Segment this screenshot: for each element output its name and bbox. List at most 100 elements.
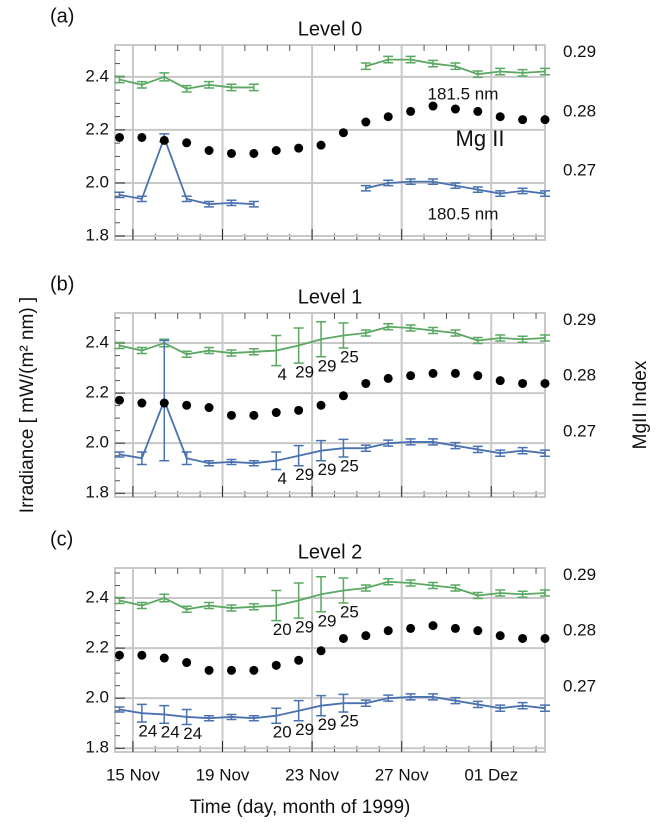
error-bar [136, 601, 147, 610]
point-label: 25 [340, 603, 359, 622]
error-bar [338, 438, 349, 458]
x-tick-label: 01 Dez [464, 765, 518, 784]
mgii-point [338, 633, 348, 643]
error-bar [204, 346, 215, 355]
annotation: 181.5 nm [428, 84, 499, 103]
error-bar [517, 446, 528, 455]
series-line [119, 398, 546, 465]
error-bar [159, 593, 170, 603]
mgii-point [361, 631, 371, 641]
mgii-point [540, 633, 550, 643]
y-tick-label: 2.2 [85, 119, 109, 138]
panel-label: (b) [50, 273, 74, 295]
x-tick-label: 23 Nov [285, 765, 339, 784]
error-bar [226, 349, 237, 357]
error-bar [405, 55, 416, 64]
mgii-point [540, 115, 550, 125]
mgii-point [473, 626, 483, 636]
error-bar [540, 334, 550, 342]
point-label: 25 [340, 711, 359, 730]
error-bar [495, 449, 506, 457]
mgii-point [137, 398, 147, 408]
point-label: 29 [295, 465, 314, 484]
point-label: 29 [295, 363, 314, 382]
error-bar [428, 438, 439, 446]
error-bar [136, 703, 147, 723]
error-bar [136, 451, 147, 466]
y2-tick-label: 0.27 [563, 161, 596, 180]
error-bar [114, 706, 125, 713]
y2-tick-label: 0.27 [563, 422, 596, 441]
error-bar [293, 444, 304, 467]
mgii-point [383, 626, 393, 636]
annotation: Mg II [456, 126, 505, 151]
plot-frame [114, 567, 546, 753]
error-bar [540, 190, 550, 197]
error-bar [517, 590, 528, 599]
error-bar [114, 596, 125, 605]
error-bar [204, 601, 215, 610]
error-bar [495, 589, 506, 597]
plot-frame [114, 44, 546, 241]
mgii-point [316, 646, 326, 656]
mgii-point [159, 135, 169, 145]
error-bar [159, 72, 170, 82]
mgii-point [182, 138, 192, 148]
y-tick-label: 1.8 [85, 226, 109, 245]
mgii-point [114, 650, 124, 660]
error-bar [472, 700, 483, 709]
error-bar [360, 329, 371, 337]
mgii-point [383, 373, 393, 383]
panel-label: (a) [50, 5, 74, 27]
error-bar [450, 62, 461, 71]
error-bar [472, 591, 483, 600]
mgii-point [450, 104, 460, 114]
point-label: 29 [295, 720, 314, 739]
mgii-point [518, 378, 528, 388]
mgii-point [406, 623, 416, 633]
mgii-point [204, 403, 214, 413]
mgii-point [159, 653, 169, 663]
error-bar [472, 186, 483, 193]
error-bar [226, 604, 237, 612]
error-bar [316, 694, 327, 717]
panel-title: Level 2 [298, 541, 363, 563]
error-bar [248, 603, 259, 611]
error-bar [181, 708, 192, 726]
error-bar [517, 68, 528, 77]
error-bar [383, 55, 394, 64]
y-tick-label: 2.0 [85, 688, 109, 707]
error-bar [181, 350, 192, 359]
mgii-point [204, 146, 214, 156]
mgii-point [518, 633, 528, 643]
error-bar [271, 451, 282, 471]
mgii-point [383, 112, 393, 122]
mgii-point [226, 410, 236, 420]
panel-label: (c) [50, 528, 73, 550]
error-bar [360, 184, 371, 192]
error-bar [226, 199, 237, 207]
mgii-point [294, 143, 304, 153]
error-bar [517, 187, 528, 195]
error-bar [136, 80, 147, 89]
error-bar [517, 335, 528, 344]
mgii-point [338, 391, 348, 401]
error-bar [495, 334, 506, 342]
y2-tick-label: 0.29 [563, 42, 596, 61]
mgii-point [428, 101, 438, 111]
y-tick-label: 2.2 [85, 383, 109, 402]
error-bar [383, 439, 394, 447]
point-label: 29 [318, 460, 337, 479]
mgii-point [294, 655, 304, 665]
error-bar [338, 322, 349, 349]
mgii-point [316, 400, 326, 410]
point-label: 29 [318, 715, 337, 734]
mgii-point [182, 400, 192, 410]
y2-tick-label: 0.29 [563, 565, 596, 584]
plot-frame [114, 312, 546, 498]
error-bar [472, 70, 483, 79]
y2-tick-label: 0.28 [563, 366, 596, 385]
mgii-point [428, 368, 438, 378]
mgii-point [271, 408, 281, 418]
mgii-point [271, 660, 281, 670]
